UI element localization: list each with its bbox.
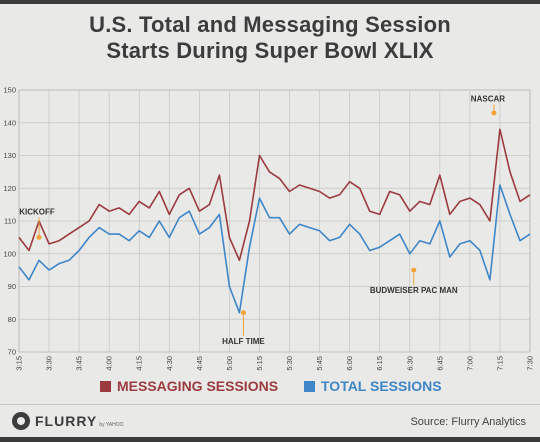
footer-divider xyxy=(0,404,540,405)
x-tick-label: 4:30 xyxy=(165,356,174,371)
flurry-logo: FLURRY by YAHOO xyxy=(12,410,124,432)
annotation-label: NASCAR xyxy=(471,94,505,103)
annotation-label: KICKOFF xyxy=(19,207,55,216)
x-tick-label: 3:45 xyxy=(75,356,84,371)
legend-label-messaging: MESSAGING SESSIONS xyxy=(117,378,279,394)
y-tick-label: 100 xyxy=(3,249,16,258)
annotation-marker xyxy=(491,110,497,116)
legend-item-total: TOTAL SESSIONS xyxy=(304,378,442,394)
legend-swatch-messaging xyxy=(100,380,111,392)
series-line-total xyxy=(18,184,531,314)
x-tick-label: 6:00 xyxy=(345,356,354,371)
annotation-marker xyxy=(411,267,417,273)
x-tick-label: 3:15 xyxy=(15,356,24,371)
x-tick-label: 5:00 xyxy=(225,356,234,371)
legend: MESSAGING SESSIONS TOTAL SESSIONS xyxy=(0,378,540,398)
annotation-marker xyxy=(240,310,246,316)
y-tick-label: 70 xyxy=(8,348,16,357)
legend-item-messaging: MESSAGING SESSIONS xyxy=(100,378,278,394)
x-tick-label: 6:30 xyxy=(405,356,414,371)
flurry-logo-sub: by YAHOO xyxy=(99,422,124,428)
top-bar xyxy=(0,0,540,4)
x-tick-label: 4:00 xyxy=(105,356,114,371)
x-tick-label: 5:45 xyxy=(315,356,324,371)
x-tick-label: 4:45 xyxy=(195,356,204,371)
y-tick-label: 110 xyxy=(4,217,16,226)
legend-label-total: TOTAL SESSIONS xyxy=(321,378,442,394)
flurry-logo-icon xyxy=(12,412,30,430)
x-tick-label: 4:15 xyxy=(135,356,144,371)
y-tick-label: 150 xyxy=(3,86,16,95)
annotation-label: BUDWEISER PAC MAN xyxy=(370,286,458,295)
y-tick-label: 80 xyxy=(8,315,16,324)
x-tick-label: 5:30 xyxy=(285,356,294,371)
x-tick-label: 3:30 xyxy=(45,356,54,371)
series-line-messaging xyxy=(18,128,531,262)
chart-title-line-2: Starts During Super Bowl XLIX xyxy=(106,38,434,63)
x-tick-label: 7:30 xyxy=(526,356,535,371)
source-note: Source: Flurry Analytics xyxy=(410,416,526,428)
y-tick-label: 140 xyxy=(3,118,16,127)
chart-title-line-1: U.S. Total and Messaging Session xyxy=(89,12,451,37)
flurry-logo-text: FLURRY xyxy=(35,413,98,429)
y-tick-label: 90 xyxy=(8,282,16,291)
x-tick-label: 6:45 xyxy=(435,356,444,371)
chart-title: U.S. Total and Messaging Session Starts … xyxy=(0,12,540,64)
y-tick-label: 120 xyxy=(3,184,16,193)
chart: 70 80 90 100 110 120 130 140 150 3:15 3:30 3:45 4:00… xyxy=(3,86,535,371)
legend-swatch-total xyxy=(304,380,315,392)
annotation-label: HALF TIME xyxy=(222,337,265,346)
x-tick-label: 5:15 xyxy=(255,356,264,371)
bottom-bar xyxy=(0,437,540,442)
x-tick-label: 7:15 xyxy=(495,356,504,371)
x-tick-label: 6:15 xyxy=(375,356,384,371)
annotation-marker xyxy=(36,234,42,240)
x-tick-label: 7:00 xyxy=(465,356,474,371)
y-tick-label: 130 xyxy=(3,151,16,160)
